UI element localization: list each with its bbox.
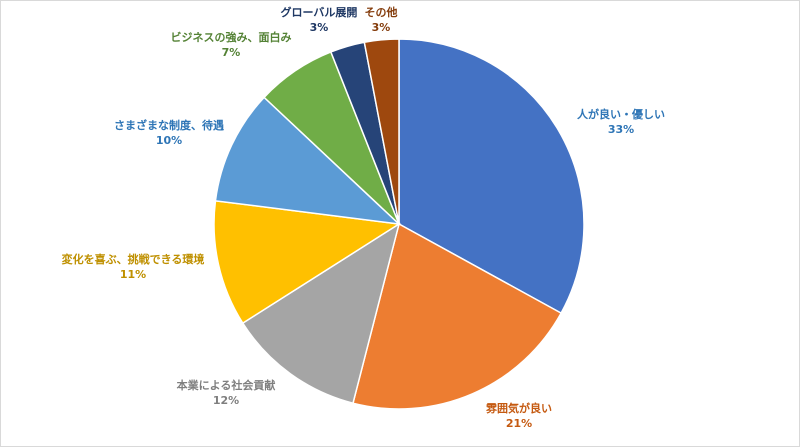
slice-percent-label: 21% [506, 417, 532, 430]
data-labels: 人が良い・優しい 33% 雰囲気が良い 21% 本業による社会貢献 12% 変化を喜ぶ、挑戦… [62, 5, 665, 430]
pie-slice [352, 222, 563, 410]
slice-category-label: さまざまな制度、待遇 [114, 118, 224, 132]
pie-slice [398, 38, 585, 315]
slice-category-label: 人が良い・優しい [577, 107, 665, 121]
slice-percent-label: 11% [120, 268, 146, 281]
slice-percent-label: 12% [213, 394, 239, 407]
slice-percent-label: 3% [310, 21, 329, 34]
slice-category-label: 変化を喜ぶ、挑戦できる環境 [62, 252, 205, 266]
slice-percent-label: 7% [222, 46, 241, 59]
pie-slices [213, 38, 585, 410]
slice-category-label: グローバル展開 [281, 5, 358, 19]
slice-category-label: ビジネスの強み、面白み [171, 30, 292, 44]
slice-category-label: その他 [365, 5, 398, 19]
slice-percent-label: 33% [608, 123, 634, 136]
slice-category-label: 本業による社会貢献 [177, 378, 276, 392]
pie-slice [363, 38, 400, 225]
slice-percent-label: 10% [156, 134, 182, 147]
slice-category-label: 雰囲気が良い [486, 401, 552, 415]
slice-percent-label: 3% [372, 21, 391, 34]
pie-slice [213, 199, 402, 325]
pie-slice [241, 222, 401, 405]
pie-slice [214, 96, 402, 226]
